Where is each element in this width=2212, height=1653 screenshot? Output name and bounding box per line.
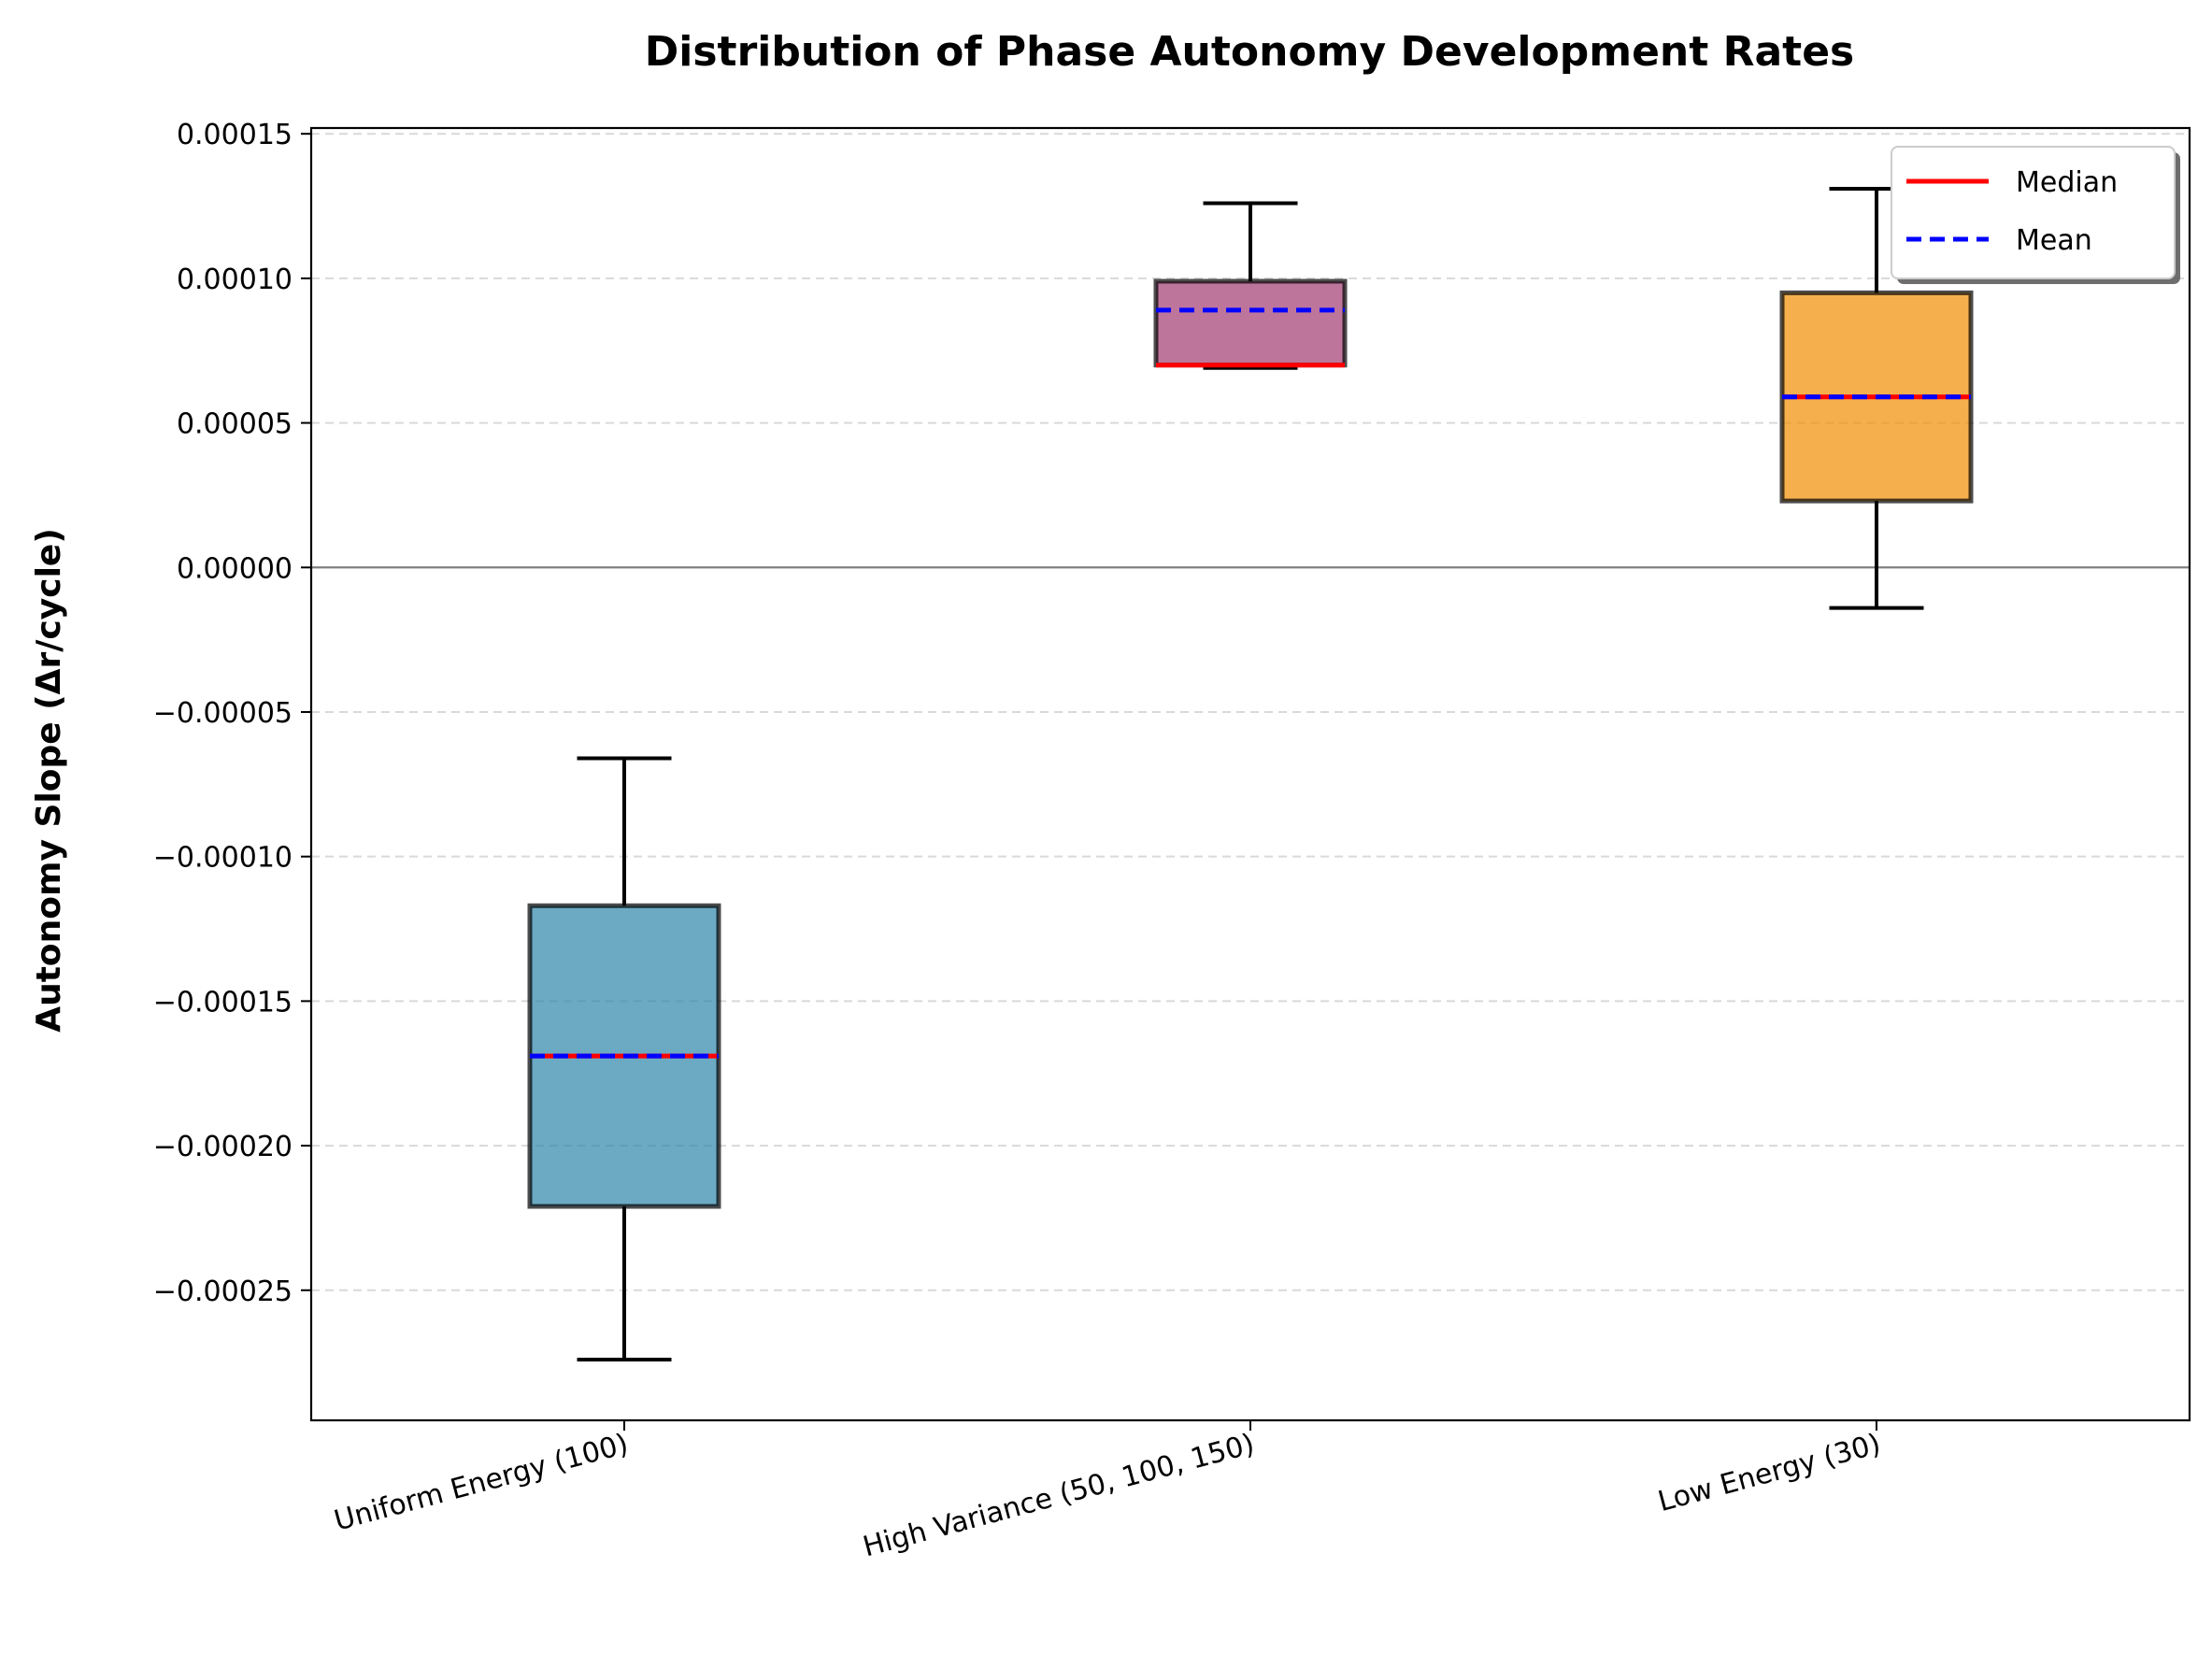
y-axis-ticks: 0.00015 0.00010 0.00005 0.00000 −0.00005 −0.0… [153, 119, 311, 1308]
y-tick-label: −0.00005 [153, 697, 293, 730]
legend-median-label: Median [2016, 166, 2118, 199]
y-tick-label: 0.00005 [177, 408, 293, 441]
box-plots [527, 186, 1974, 1362]
y-tick-label: 0.00010 [177, 264, 293, 296]
box-group [1153, 201, 1348, 370]
y-tick-label: −0.00025 [153, 1275, 293, 1308]
legend: Median Mean [1891, 146, 2180, 284]
y-axis-label: Autonomy Slope (Δr/cycle) [30, 528, 68, 1033]
x-tick-label: Low Energy (30) [1655, 1428, 1884, 1518]
box-group [527, 756, 721, 1362]
y-tick-label: 0.00000 [177, 552, 293, 585]
y-tick-label: 0.00015 [177, 119, 293, 151]
x-axis-ticks: Uniform Energy (100) High Variance (50, 1… [331, 1420, 1884, 1564]
y-tick-label: −0.00020 [153, 1131, 293, 1163]
iqr-box [1153, 278, 1348, 368]
legend-mean-label: Mean [2016, 224, 2092, 257]
x-tick-label: High Variance (50, 100, 150) [860, 1428, 1258, 1564]
y-tick-label: −0.00010 [153, 842, 293, 875]
chart-title: Distribution of Phase Autonomy Developme… [645, 28, 1854, 76]
x-tick-label: Uniform Energy (100) [331, 1428, 632, 1538]
box-group [1779, 186, 1974, 610]
y-tick-label: −0.00015 [153, 986, 293, 1019]
